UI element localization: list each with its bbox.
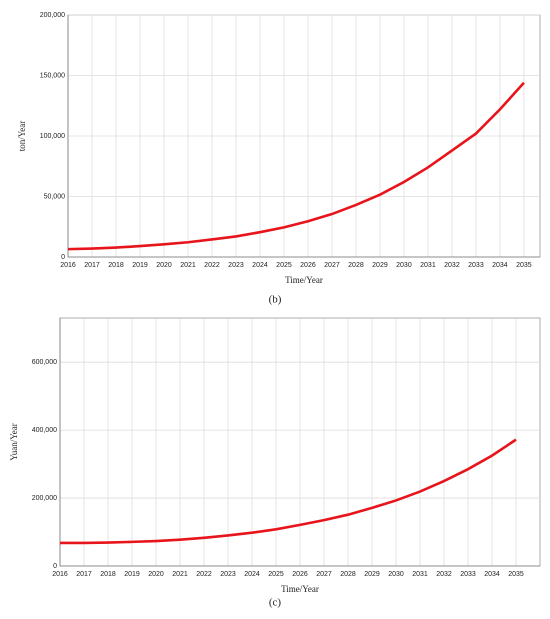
x-tick-label: 2028: [340, 571, 356, 578]
x-tick-label: 2019: [124, 571, 140, 578]
x-tick-label: 2033: [468, 262, 484, 269]
x-tick-label: 2031: [420, 262, 436, 269]
x-tick-label: 2032: [436, 571, 452, 578]
x-tick-label: 2022: [196, 571, 212, 578]
x-axis-title: Time/Year: [281, 584, 319, 594]
x-tick-label: 2031: [412, 571, 428, 578]
x-tick-label: 2025: [276, 262, 292, 269]
x-tick-label: 2032: [444, 262, 460, 269]
x-tick-label: 2027: [324, 262, 340, 269]
x-tick-label: 2026: [300, 262, 316, 269]
x-tick-label: 2021: [180, 262, 196, 269]
x-tick-label: 2026: [292, 571, 308, 578]
x-tick-label: 2034: [484, 571, 500, 578]
x-tick-label: 2029: [372, 262, 388, 269]
y-tick-label: 0: [61, 254, 65, 261]
x-tick-label: 2021: [172, 571, 188, 578]
caption: (b): [269, 294, 282, 306]
x-tick-label: 2020: [148, 571, 164, 578]
x-tick-label: 2024: [244, 571, 260, 578]
x-tick-label: 2023: [228, 262, 244, 269]
y-tick-label: 600,000: [32, 359, 57, 366]
x-tick-label: 2035: [516, 262, 532, 269]
x-tick-label: 2019: [132, 262, 148, 269]
x-tick-label: 2016: [52, 571, 68, 578]
x-tick-label: 2024: [252, 262, 268, 269]
x-tick-label: 2030: [396, 262, 412, 269]
x-tick-label: 2018: [108, 262, 124, 269]
y-tick-label: 50,000: [44, 193, 66, 200]
data-line: [67, 81, 525, 251]
x-tick-label: 2023: [220, 571, 236, 578]
y-tick-label: 400,000: [32, 427, 57, 434]
y-tick-label: 200,000: [40, 12, 65, 19]
x-tick-label: 2025: [268, 571, 284, 578]
y-axis-title: Yuan/Year: [9, 423, 19, 461]
x-tick-label: 2029: [364, 571, 380, 578]
x-tick-label: 2018: [100, 571, 116, 578]
y-tick-label: 200,000: [32, 495, 57, 502]
x-tick-label: 2016: [60, 262, 76, 269]
x-tick-label: 2033: [460, 571, 476, 578]
x-axis-title: Time/Year: [285, 275, 323, 285]
x-tick-label: 2035: [508, 571, 524, 578]
x-tick-label: 2020: [156, 262, 172, 269]
y-axis-title: ton/Year: [17, 121, 27, 152]
data-line: [60, 438, 517, 545]
x-tick-label: 2017: [84, 262, 100, 269]
y-tick-label: 100,000: [40, 133, 65, 140]
x-tick-label: 2027: [316, 571, 332, 578]
x-tick-label: 2017: [76, 571, 92, 578]
caption: (c): [269, 597, 282, 609]
x-tick-label: 2028: [348, 262, 364, 269]
x-tick-label: 2022: [204, 262, 220, 269]
y-tick-label: 150,000: [40, 72, 65, 79]
y-tick-label: 0: [53, 563, 57, 570]
x-tick-label: 2030: [388, 571, 404, 578]
x-tick-label: 2034: [492, 262, 508, 269]
